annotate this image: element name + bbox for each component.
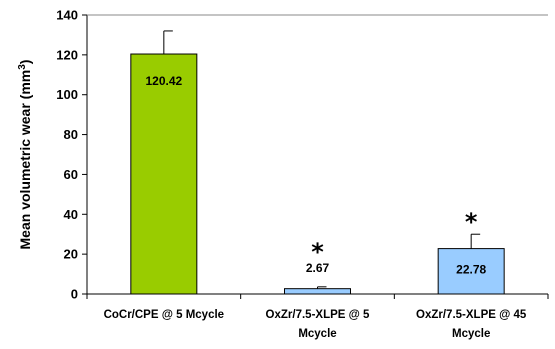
significance-mark-2: * bbox=[465, 208, 478, 236]
category-label-2-line-1: Mcycle bbox=[452, 328, 490, 340]
bar-0 bbox=[130, 53, 198, 295]
bar-1 bbox=[284, 288, 351, 295]
data-label-0: 120.42 bbox=[145, 74, 182, 88]
data-label-1: 2.67 bbox=[306, 261, 330, 275]
y-tick-label-60: 60 bbox=[64, 167, 78, 182]
y-tick-label-140: 140 bbox=[56, 8, 78, 23]
y-tick-label-100: 100 bbox=[56, 87, 78, 102]
significance-mark-1: * bbox=[311, 238, 324, 266]
category-label-2-line-0: OxZr/7.5-XLPE @ 45 bbox=[416, 309, 527, 321]
y-tick-label-20: 20 bbox=[64, 247, 78, 262]
y-tick-label-120: 120 bbox=[56, 47, 78, 62]
y-tick-label-40: 40 bbox=[64, 207, 78, 222]
y-axis-ticks: 0 20 40 60 80 100 120 140 bbox=[56, 8, 87, 302]
axes bbox=[86, 14, 549, 299]
bar-2 bbox=[437, 248, 505, 295]
category-labels: CoCr/CPE @ 5 Mcycle OxZr/7.5-XLPE @ 5 Mcyc… bbox=[104, 309, 527, 340]
y-axis-title-main: Mean volumetric wear (mm bbox=[17, 70, 33, 250]
category-label-1-line-0: OxZr/7.5-XLPE @ 5 bbox=[266, 309, 370, 321]
y-axis-title-superscript: 3 bbox=[17, 64, 28, 70]
y-axis-title-close: ) bbox=[17, 60, 33, 65]
category-label-0-line-0: CoCr/CPE @ 5 Mcycle bbox=[104, 309, 225, 321]
bars: 120.422.67*22.78* bbox=[130, 30, 505, 295]
y-tick-label-0: 0 bbox=[71, 287, 78, 302]
data-label-2: 22.78 bbox=[456, 263, 486, 277]
y-axis-title-text: Mean volumetric wear (mm3) bbox=[17, 60, 34, 250]
y-tick-label-80: 80 bbox=[64, 127, 78, 142]
category-label-1-line-1: Mcycle bbox=[298, 328, 336, 340]
y-axis-title: Mean volumetric wear (mm3) bbox=[17, 60, 34, 250]
